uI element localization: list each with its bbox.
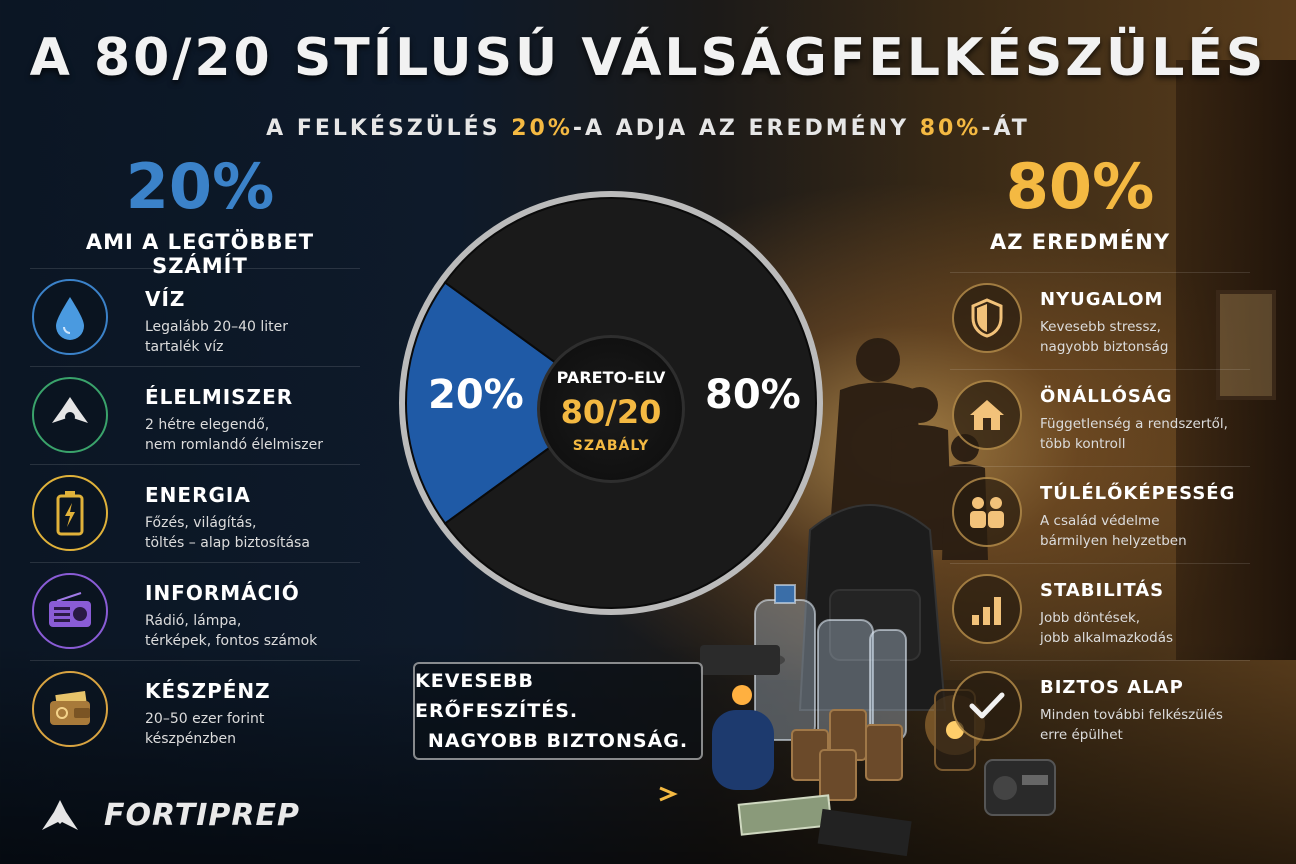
- item-title: TÚLÉLŐKÉPESSÉG: [1040, 483, 1236, 504]
- item-desc-line1: Függetlenség a rendszertől,: [1040, 416, 1228, 432]
- subtitle-part1: A FELKÉSZÜLÉS: [266, 116, 512, 141]
- house-icon: [952, 380, 1022, 450]
- water-drop-icon: [32, 279, 108, 355]
- radio: [984, 759, 1056, 816]
- radio-icon: [32, 573, 108, 649]
- subtitle-highlight-20: 20%: [511, 116, 573, 141]
- list-item-energy: ENERGIA Főzés, világítás, töltés – alap b…: [30, 464, 360, 562]
- item-desc-line2: térképek, fontos számok: [145, 633, 318, 649]
- item-desc-line1: Rádió, lámpa,: [145, 613, 242, 629]
- item-desc: 2 hétre elegendő, nem romlandó élelmiszer: [145, 415, 365, 455]
- brand-name: FORTIPREP: [104, 798, 300, 833]
- item-desc: Főzés, világítás, töltés – alap biztosítá…: [145, 513, 365, 553]
- list-item-food: ÉLELMISZER 2 hétre elegendő, nem romlandó…: [30, 366, 360, 464]
- item-desc-line2: erre épülhet: [1040, 727, 1123, 743]
- arrow-right-icon: [408, 786, 678, 802]
- item-title: BIZTOS ALAP: [1040, 677, 1184, 698]
- item-title: ÖNÁLLÓSÁG: [1040, 386, 1173, 407]
- item-title: INFORMÁCIÓ: [145, 581, 300, 605]
- item-desc: A család védelme bármilyen helyzetben: [1040, 511, 1245, 551]
- food-icon: [32, 377, 108, 453]
- item-desc-line2: tartalék víz: [145, 339, 224, 355]
- item-desc: Kevesebb stressz, nagyobb biztonság: [1040, 317, 1245, 357]
- list-item-info: INFORMÁCIÓ Rádió, lámpa, térképek, fontos…: [30, 562, 360, 660]
- item-desc-line2: nem romlandó élelmiszer: [145, 437, 324, 453]
- list-item-calm: NYUGALOM Kevesebb stressz, nagyobb bizton…: [950, 272, 1250, 369]
- item-desc-line1: Kevesebb stressz,: [1040, 319, 1161, 335]
- pareto-ratio: 80/20: [560, 393, 662, 431]
- wallet-icon: [32, 671, 108, 747]
- scene-illustration: [700, 338, 1056, 857]
- item-desc-line2: bármilyen helyzetben: [1040, 533, 1187, 549]
- camping-stove: [700, 645, 785, 790]
- item-desc-line2: nagyobb biztonság: [1040, 339, 1169, 355]
- item-desc-line1: A család védelme: [1040, 513, 1160, 529]
- item-desc: Jobb döntések, jobb alkalmazkodás: [1040, 608, 1245, 648]
- item-desc-line2: jobb alkalmazkodás: [1040, 630, 1174, 646]
- backpack: [798, 504, 947, 711]
- slogan-line2: NAGYOBB BIZTONSÁG.: [427, 730, 689, 752]
- item-title: ÉLELMISZER: [145, 385, 294, 409]
- right-label: AZ EREDMÉNY: [989, 230, 1171, 254]
- item-desc: Rádió, lámpa, térképek, fontos számok: [145, 611, 365, 651]
- family-icon: [952, 477, 1022, 547]
- pareto-center-badge: PARETO-ELV 80/20 SZABÁLY: [537, 335, 685, 483]
- item-desc: Függetlenség a rendszertől, több kontroll: [1040, 414, 1245, 454]
- battery-icon: [32, 475, 108, 551]
- item-desc-line1: Jobb döntések,: [1040, 610, 1141, 626]
- page-title: A 80/20 STÍLUSÚ VÁLSÁGFELKÉSZÜLÉS: [29, 28, 1267, 88]
- item-desc: Legalább 20–40 liter tartalék víz: [145, 317, 365, 357]
- item-title: ENERGIA: [145, 483, 251, 507]
- subtitle-part2: -A ADJA AZ EREDMÉNY: [572, 116, 920, 141]
- right-big-percent: 80%: [1005, 150, 1155, 223]
- item-desc-line1: Főzés, világítás,: [145, 515, 257, 531]
- food-cans: [791, 709, 903, 801]
- checkmark-icon: [952, 671, 1022, 741]
- item-desc-line2: készpénzben: [145, 731, 236, 747]
- pie-slice-20: [405, 281, 613, 525]
- house-porch-background: [1176, 60, 1296, 660]
- pareto-rule: SZABÁLY: [572, 438, 650, 454]
- subtitle-part3: -ÁT: [981, 116, 1030, 141]
- shield-icon: [952, 283, 1022, 353]
- item-title: VÍZ: [145, 287, 186, 311]
- list-item-stability: STABILITÁS Jobb döntések, jobb alkalmazko…: [950, 563, 1250, 660]
- list-item-cash: KÉSZPÉNZ 20–50 ezer forint készpénzben: [30, 660, 360, 758]
- pie-label-20: 20%: [428, 372, 524, 418]
- left-big-percent: 20%: [125, 150, 275, 223]
- bar-growth-icon: [952, 574, 1022, 644]
- page-subtitle: A FELKÉSZÜLÉS 20%-A ADJA AZ EREDMÉNY 80%…: [0, 116, 1296, 141]
- slogan-line1: KEVESEBB ERŐFESZÍTÉS.: [415, 670, 579, 722]
- item-title: KÉSZPÉNZ: [145, 679, 271, 703]
- subtitle-highlight-80: 80%: [919, 116, 982, 141]
- item-title: NYUGALOM: [1040, 289, 1164, 310]
- item-desc-line1: Legalább 20–40 liter: [145, 319, 289, 335]
- left-label: AMI A LEGTÖBBET SZÁMÍT: [85, 230, 315, 278]
- item-desc-line2: több kontroll: [1040, 436, 1126, 452]
- item-title: STABILITÁS: [1040, 580, 1165, 601]
- cash-stack: [737, 794, 912, 857]
- item-desc-line1: 2 hétre elegendő,: [145, 417, 270, 433]
- fortiprep-logo-icon: [42, 800, 78, 830]
- brand-logo: FORTIPREP: [40, 798, 370, 838]
- pie-label-80: 80%: [705, 372, 801, 418]
- list-item-water: VÍZ Legalább 20–40 liter tartalék víz: [30, 268, 360, 366]
- item-desc-line1: 20–50 ezer forint: [145, 711, 265, 727]
- pareto-title: PARETO-ELV: [556, 368, 666, 387]
- house-window: [1216, 290, 1276, 400]
- item-desc-line2: töltés – alap biztosítása: [145, 535, 310, 551]
- left-list: VÍZ Legalább 20–40 liter tartalék víz ÉLE…: [30, 268, 360, 758]
- list-item-independence: ÖNÁLLÓSÁG Függetlenség a rendszertől, töb…: [950, 369, 1250, 466]
- list-item-survival: TÚLÉLŐKÉPESSÉG A család védelme bármilyen…: [950, 466, 1250, 563]
- item-desc-line1: Minden további felkészülés: [1040, 707, 1223, 723]
- list-item-foundation: BIZTOS ALAP Minden további felkészülés er…: [950, 660, 1250, 757]
- right-list: NYUGALOM Kevesebb stressz, nagyobb bizton…: [950, 272, 1250, 757]
- item-desc: 20–50 ezer forint készpénzben: [145, 709, 365, 749]
- slogan-box: KEVESEBB ERŐFESZÍTÉS. NAGYOBB BIZTONSÁG.: [413, 662, 703, 760]
- item-desc: Minden további felkészülés erre épülhet: [1040, 705, 1245, 745]
